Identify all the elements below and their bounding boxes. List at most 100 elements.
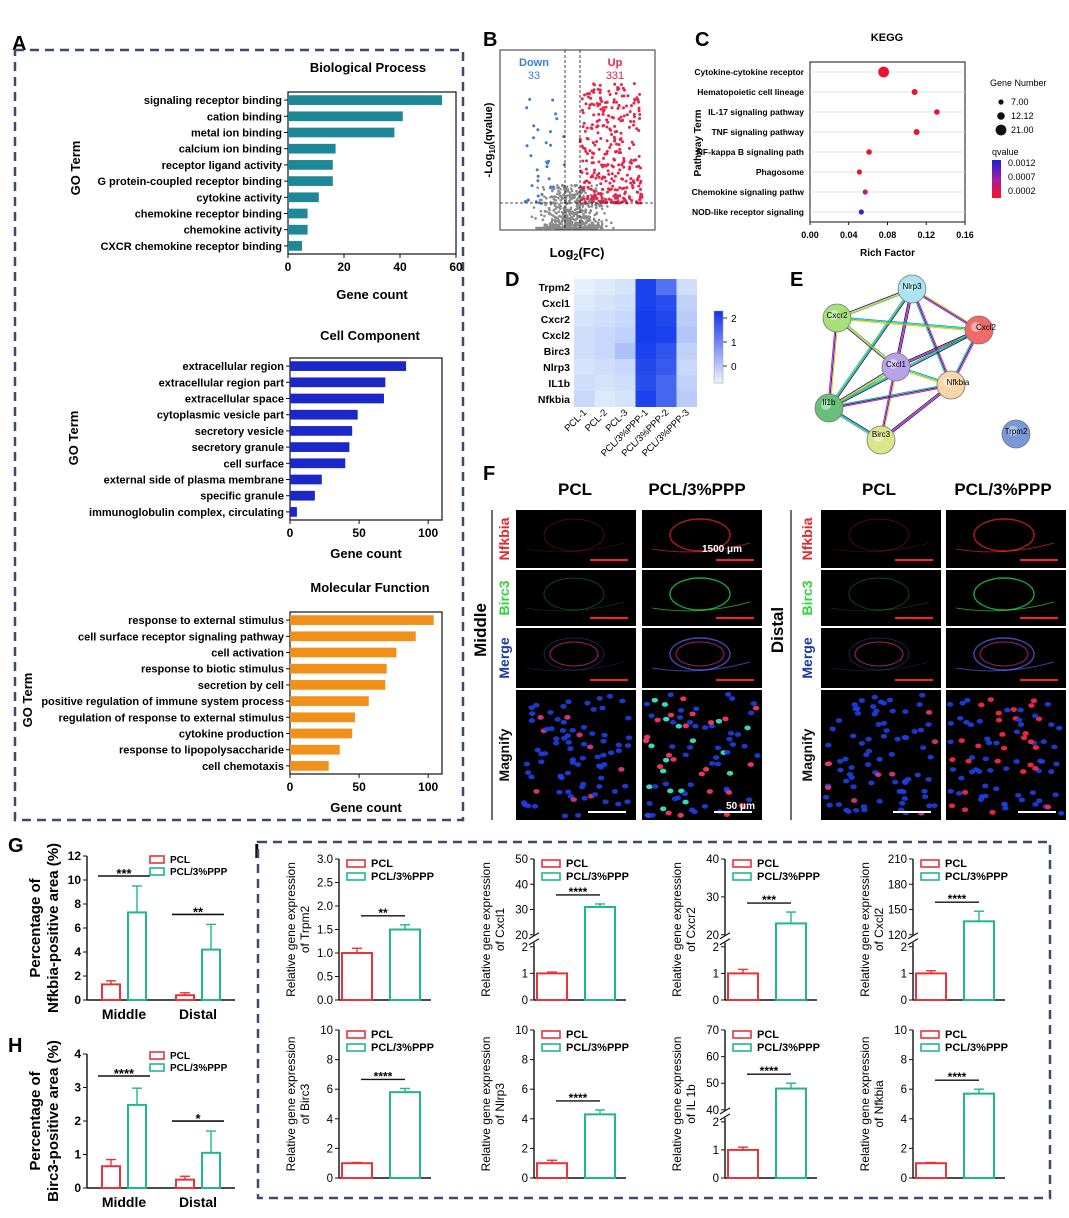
go-category-label: cell chemotaxis: [202, 761, 284, 773]
micro-cell: [949, 767, 957, 772]
micro-cell: [553, 736, 560, 742]
volcano-point-up: [581, 111, 585, 115]
volcano-point-down: [530, 184, 534, 188]
heatmap-row-label: Nfkbia: [538, 394, 570, 406]
volcano-point-ns: [588, 211, 591, 215]
micro-cell: [873, 708, 880, 714]
micro-cell: [646, 801, 653, 806]
volcano-point-ns: [556, 184, 559, 187]
volcano-point-up: [594, 176, 598, 180]
go-category-label: specific granule: [200, 491, 284, 503]
volcano-point-up: [617, 201, 621, 205]
heatmap-cell: [615, 343, 636, 359]
micro-cell: [921, 788, 928, 794]
qpcr-legend-label: PCL/3%PPP: [757, 871, 820, 883]
micro-cell: [925, 709, 933, 715]
micro-cell: [978, 794, 986, 799]
micro-cell: [619, 698, 626, 704]
volcano-point-up: [611, 165, 615, 169]
volcano-point-up: [600, 163, 604, 167]
kegg-category-label: Cytokine-cytokine receptor: [694, 67, 804, 77]
micro-tissue-outline: [543, 577, 605, 611]
micro-cell: [982, 783, 989, 789]
volcano-point-down: [536, 128, 540, 132]
qpcr-legend-swatch: [920, 1043, 940, 1052]
volcano-point-up: [635, 127, 639, 131]
heatmap-cell: [635, 375, 656, 391]
volcano-point-up: [629, 181, 633, 185]
heatmap-cell: [594, 343, 615, 359]
micro-cell: [565, 699, 572, 705]
volcano-point-ns: [562, 211, 565, 214]
micro-cell: [674, 795, 682, 801]
volcano-point-up: [596, 131, 600, 135]
volcano-point-up: [580, 171, 584, 175]
micro-scale-large-label: 1500 μm: [702, 544, 742, 555]
volcano-point-down: [529, 154, 533, 158]
volcano-point-up: [607, 172, 611, 176]
micro-tile: [946, 570, 1066, 626]
kegg-category-label: NF-kappa B signaling path: [697, 147, 804, 157]
grp-category-label: Distal: [179, 1006, 217, 1022]
qpcr-legend-swatch: [732, 1030, 752, 1039]
volcano-point-up: [610, 106, 614, 110]
volcano-point-down: [545, 165, 549, 169]
go-bar: [290, 377, 386, 388]
volcano-point-up: [635, 200, 639, 204]
panel-letter-g: G: [8, 835, 24, 857]
qpcr-legend-swatch: [920, 1030, 940, 1039]
volcano-point-ns: [566, 220, 570, 223]
volcano-point-up: [629, 177, 633, 181]
micro-cell: [687, 782, 695, 788]
volcano-point-up: [586, 152, 590, 156]
volcano-point-up: [617, 87, 621, 91]
volcano-point-up: [619, 131, 623, 135]
kegg-dot: [878, 66, 890, 78]
micro-cell: [654, 717, 661, 723]
micro-cell: [643, 734, 651, 740]
volcano-point-ns: [596, 223, 599, 227]
micro-tissue-strand: [651, 542, 751, 553]
micro-cell: [663, 716, 670, 722]
volcano-point-up: [589, 197, 593, 201]
volcano-point-up: [621, 140, 625, 144]
panel-letter-d: D: [505, 269, 519, 291]
volcano-point-up: [597, 147, 601, 151]
heatmap-col-label: PCL-2: [583, 407, 610, 434]
micro-cell: [642, 738, 650, 744]
network-node: [866, 425, 896, 455]
volcano-point-up: [597, 112, 601, 116]
volcano-point-ns: [569, 206, 573, 210]
volcano-point-ns: [565, 194, 569, 197]
qpcr-ytick-label: 0.0: [317, 995, 333, 1007]
micro-row-label: Magnify: [496, 728, 512, 781]
heatmap-cell: [574, 359, 595, 375]
qpcr-legend-label: PCL/3%PPP: [945, 871, 1008, 883]
volcano-point-up: [586, 137, 590, 141]
micro-cell: [738, 803, 746, 809]
qpcr-legend-swatch: [732, 1043, 752, 1052]
micro-cell: [564, 789, 572, 795]
micro-cell: [537, 714, 544, 720]
qpcr-ytick-label: 8: [522, 1055, 528, 1067]
qpcr-legend-label: PCL/3%PPP: [945, 1042, 1008, 1054]
micro-cell: [824, 761, 832, 767]
volcano-point-up: [618, 147, 622, 151]
micro-cell: [707, 720, 715, 725]
micro-cell: [584, 700, 591, 706]
micro-merge-ring: [979, 641, 1029, 667]
qpcr-sig-stars: ***: [762, 893, 776, 907]
volcano-point-up: [628, 165, 632, 169]
volcano-point-up: [635, 96, 639, 100]
volcano-point-ns: [584, 191, 587, 195]
qpcr-ytick-label: 2: [327, 1143, 333, 1155]
micro-cell: [706, 789, 714, 794]
volcano-point-ns: [559, 198, 563, 202]
volcano-point-up: [619, 115, 623, 119]
qpcr-legend-swatch: [732, 859, 752, 868]
heatmap-cell: [594, 279, 615, 295]
volcano-point-ns: [570, 184, 573, 187]
grp-bar: [201, 1151, 221, 1189]
